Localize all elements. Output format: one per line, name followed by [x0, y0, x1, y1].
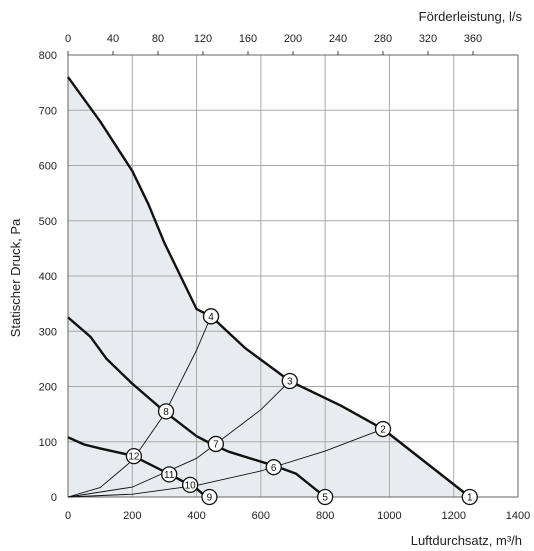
marker-2-label: 2 [380, 425, 386, 436]
marker-6-label: 6 [271, 463, 277, 474]
y-axis-title: Statischer Druck, Pa [8, 218, 23, 337]
x-tick-label: 200 [123, 510, 141, 522]
marker-3-label: 3 [287, 377, 293, 388]
system-curve-2 [67, 380, 291, 498]
system-curve-3 [67, 428, 384, 498]
marker-8-circle [157, 403, 175, 420]
x2-axis-title: Förderleistung, l/s [419, 9, 523, 24]
marker-5-label: 5 [322, 493, 328, 504]
x-tick-label: 1400 [506, 510, 530, 522]
x2-tick-label: 120 [194, 33, 212, 45]
marker-7-label: 7 [213, 440, 219, 451]
fan-curve-2 [67, 316, 326, 498]
y-tick-label: 700 [39, 105, 57, 117]
x-tick-label: 800 [316, 510, 334, 522]
x2-tick-label: 40 [107, 33, 119, 45]
marker-5-circle [316, 488, 334, 506]
x-tick-label: 1000 [377, 510, 401, 522]
x-tick-label: 1200 [441, 510, 465, 522]
y-tick-label: 400 [39, 271, 57, 283]
marker-4-circle [202, 308, 220, 325]
marker-9-label: 9 [207, 493, 213, 504]
x-tick-label: 0 [65, 510, 71, 522]
fan-curve-1 [67, 76, 471, 498]
x2-tick-label: 280 [374, 33, 392, 45]
y-tick-label: 300 [39, 326, 57, 338]
x2-tick-label: 200 [284, 33, 302, 45]
marker-7-circle [207, 435, 225, 453]
marker-11-circle [161, 466, 178, 483]
x2-tick-label: 240 [329, 33, 347, 45]
marker-9-circle [201, 488, 218, 506]
operating-area [68, 77, 470, 497]
marker-11-label: 11 [164, 470, 175, 481]
y-tick-label: 0 [51, 492, 57, 504]
y-tick-label: 800 [39, 50, 57, 62]
marker-8-label: 8 [163, 407, 169, 418]
x2-tick-label: 160 [239, 33, 257, 45]
marker-1-circle [461, 488, 478, 506]
grid [67, 51, 519, 498]
marker-12-circle [125, 447, 143, 465]
x2-tick-label: 360 [464, 33, 482, 45]
marker-12-label: 12 [128, 452, 140, 463]
x-axis-title: Luftdurchsatz, m³/h [411, 533, 522, 548]
x2-tick-label: 320 [419, 33, 437, 45]
x-tick-label: 600 [252, 510, 270, 522]
marker-10-label: 10 [185, 480, 197, 491]
marker-1-label: 1 [467, 493, 473, 504]
system-curve-1 [67, 316, 212, 498]
x2-tick-label: 80 [152, 33, 164, 45]
y-tick-label: 600 [39, 161, 57, 173]
marker-2-circle [374, 420, 392, 438]
x2-tick-label: 0 [65, 33, 71, 45]
y-tick-label: 100 [39, 437, 57, 449]
y-tick-label: 200 [39, 382, 57, 394]
y-tick-label: 500 [39, 216, 57, 228]
curves [67, 76, 471, 498]
x-tick-label: 400 [187, 510, 205, 522]
marker-10-circle [181, 476, 199, 493]
marker-6-circle [265, 459, 282, 476]
marker-3-circle [281, 372, 298, 390]
marker-4-label: 4 [208, 312, 214, 323]
operating-area-fill [68, 77, 470, 497]
